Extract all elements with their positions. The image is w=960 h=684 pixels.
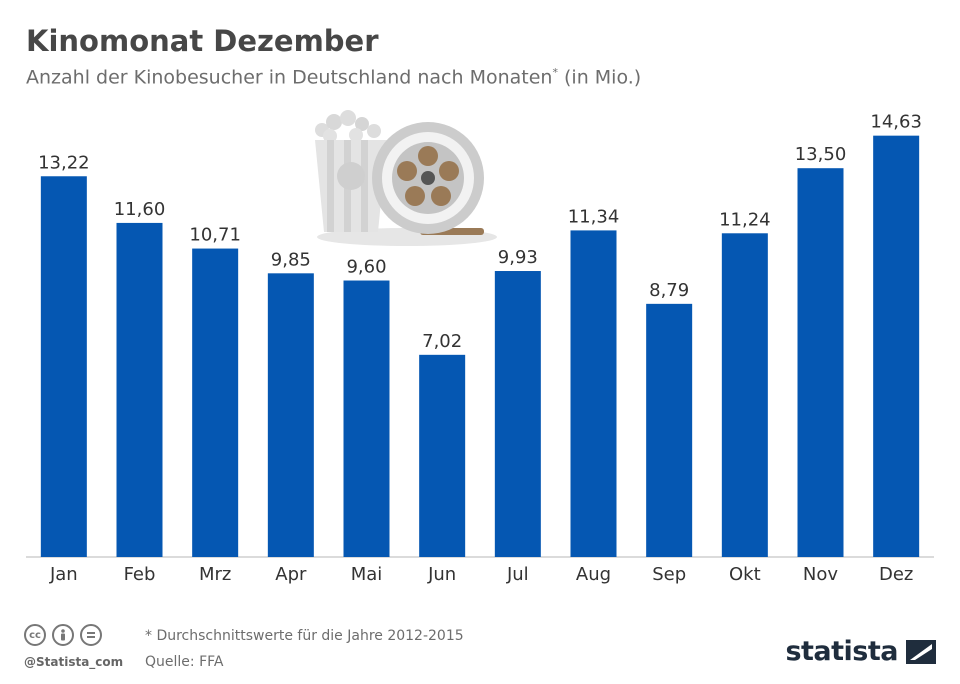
- footnote: * Durchschnittswerte für die Jahre 2012-…: [145, 628, 464, 644]
- value-label-aug: 11,34: [568, 206, 620, 227]
- x-tick-label-aug: Aug: [576, 564, 611, 585]
- value-label-apr: 9,85: [271, 249, 311, 270]
- value-label-jul: 9,93: [498, 247, 538, 268]
- bar-feb: [116, 222, 163, 558]
- bar-jun: [419, 354, 466, 557]
- x-tick-labels-group: Jan Feb Mrz Apr Mai Jun Jul Aug Sep Okt Nov Dez: [49, 564, 913, 585]
- bar-jul: [494, 271, 541, 557]
- x-tick-label-jan: Jan: [49, 564, 78, 585]
- value-label-jun: 7,02: [422, 331, 462, 352]
- value-labels-group: 13,22 11,60 10,71 9,85 9,60 7,02 9,93 11,34 8,79…: [38, 112, 922, 352]
- bar-nov: [797, 168, 844, 557]
- x-tick-label-mai: Mai: [351, 564, 383, 585]
- value-label-mai: 9,60: [346, 257, 386, 278]
- statista-mark-icon: [906, 639, 936, 664]
- statista-logo[interactable]: statista: [785, 636, 936, 667]
- x-tick-label-dez: Dez: [879, 564, 913, 585]
- bar-okt: [721, 233, 768, 557]
- bar-mrz: [192, 248, 239, 557]
- cc-icon: cc: [24, 624, 46, 646]
- chart-title: Kinomonat Dezember: [26, 24, 379, 58]
- source-note: Quelle: FFA: [145, 654, 224, 670]
- subtitle-text: Anzahl der Kinobesucher in Deutschland n…: [26, 66, 553, 89]
- value-label-nov: 13,50: [795, 144, 847, 165]
- value-label-dez: 14,63: [870, 112, 922, 133]
- brand-name: statista: [785, 636, 898, 667]
- subtitle-footnote-mark: *: [552, 66, 558, 79]
- value-label-okt: 11,24: [719, 209, 771, 230]
- twitter-handle[interactable]: @Statista_com: [24, 655, 124, 669]
- x-tick-label-okt: Okt: [729, 564, 761, 585]
- x-tick-label-nov: Nov: [803, 564, 838, 585]
- x-tick-label-apr: Apr: [275, 564, 307, 585]
- subtitle-unit: (in Mio.): [557, 66, 642, 89]
- license-icons: cc: [24, 624, 102, 646]
- no-derivatives-icon: [80, 624, 102, 646]
- bar-jan: [40, 176, 87, 558]
- bar-apr: [267, 273, 314, 557]
- bar-dez: [873, 135, 920, 557]
- x-tick-label-jul: Jul: [506, 564, 529, 585]
- bar-sep: [646, 303, 693, 557]
- attribution-icon: [52, 624, 74, 646]
- bar-aug: [570, 230, 617, 557]
- value-label-jan: 13,22: [38, 152, 90, 173]
- x-tick-label-mrz: Mrz: [199, 564, 231, 585]
- bar-mai: [343, 280, 390, 557]
- value-label-feb: 11,60: [114, 199, 166, 220]
- x-tick-label-jun: Jun: [427, 564, 456, 585]
- bars-group: [40, 135, 920, 558]
- bar-chart: 13,22 11,60 10,71 9,85 9,60 7,02 9,93 11,34 8,79…: [26, 110, 934, 585]
- x-tick-label-feb: Feb: [124, 564, 156, 585]
- value-label-mrz: 10,71: [189, 225, 241, 246]
- value-label-sep: 8,79: [649, 280, 689, 301]
- popcorn-and-film-reel-icon: [315, 110, 497, 246]
- chart-subtitle: Anzahl der Kinobesucher in Deutschland n…: [26, 66, 641, 88]
- x-tick-label-sep: Sep: [652, 564, 686, 585]
